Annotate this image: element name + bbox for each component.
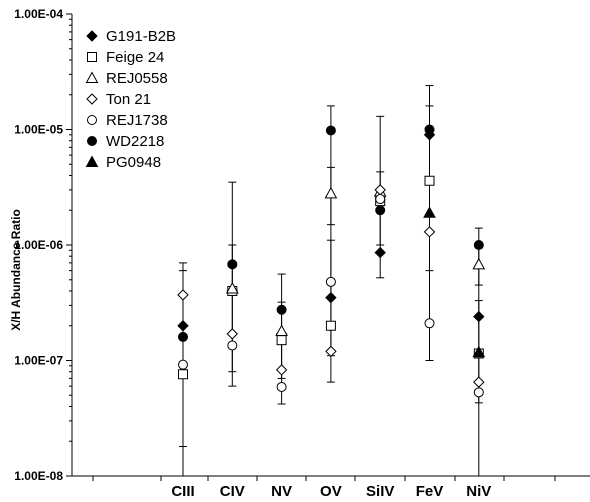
y-tick-label: 1.00E-07 — [14, 354, 63, 368]
data-point-pg0948 — [472, 345, 486, 358]
legend: G191-B2B Feige 24 REJ0558 Ton 21 REJ1738 WD22… — [85, 28, 176, 171]
data-point-rej1738 — [227, 340, 238, 351]
x-category-label: FeV — [416, 483, 444, 500]
data-markers — [177, 124, 486, 398]
data-point-rej0558 — [324, 186, 338, 199]
x-category-label: NV — [271, 483, 292, 500]
y-tick-label: 1.00E-05 — [14, 123, 63, 137]
data-point-rej0558 — [225, 281, 239, 294]
axes: 1.00E-08 1.00E-07 1.00E-06 1.00E-05 1.00E-04… — [14, 7, 590, 500]
data-point-g191-b2b — [473, 310, 485, 323]
y-tick-label: 1.00E-08 — [14, 469, 63, 483]
x-category-label: NiV — [466, 483, 491, 500]
legend-label: PG0948 — [106, 154, 161, 171]
legend-marker — [85, 71, 99, 83]
data-point-ton-21 — [177, 289, 189, 301]
y-tick-label: 1.00E-06 — [14, 238, 63, 252]
data-point-ton-21 — [275, 364, 288, 376]
data-point-wd2218 — [276, 304, 287, 315]
data-point-pg0948 — [423, 206, 436, 218]
data-point-rej1738 — [473, 387, 484, 398]
data-point-ton-21 — [325, 345, 337, 358]
data-point-rej0558 — [275, 324, 288, 337]
data-point-rej1738 — [325, 276, 336, 287]
data-point-wd2218 — [375, 205, 386, 216]
y-tick-label: 1.00E-04 — [14, 7, 63, 21]
x-category-label: SiIV — [366, 483, 394, 500]
legend-label: REJ0558 — [106, 70, 168, 87]
data-point-feige-24 — [325, 320, 336, 331]
data-point-rej1738 — [375, 194, 386, 205]
data-point-rej1738 — [424, 318, 435, 329]
data-point-feige-24 — [276, 335, 287, 346]
data-point-wd2218 — [325, 125, 336, 136]
data-point-ton-21 — [226, 328, 239, 340]
data-point-wd2218 — [227, 259, 238, 270]
data-point-ton-21 — [473, 376, 485, 388]
data-point-g191-b2b — [177, 320, 189, 332]
data-point-rej1738 — [276, 381, 287, 392]
legend-marker — [85, 155, 99, 167]
x-category-label: OV — [320, 483, 342, 500]
data-point-ton-21 — [423, 226, 436, 238]
data-point-wd2218 — [424, 124, 435, 135]
data-point-wd2218 — [178, 331, 188, 342]
legend-label: REJ1738 — [106, 112, 168, 129]
data-point-rej1738 — [178, 359, 188, 370]
data-point-feige-24 — [178, 369, 188, 380]
legend-label: G191-B2B — [106, 28, 176, 45]
legend-marker — [86, 30, 98, 42]
legend-label: WD2218 — [106, 133, 164, 150]
y-axis-title: X/H Abundance Ratio — [9, 209, 23, 331]
legend-marker — [86, 93, 98, 105]
legend-label: Ton 21 — [106, 91, 151, 108]
legend-marker — [87, 136, 97, 146]
data-point-feige-24 — [424, 175, 435, 186]
data-point-rej0558 — [472, 257, 486, 270]
data-point-wd2218 — [473, 240, 484, 250]
legend-label: Feige 24 — [106, 49, 164, 66]
x-category-label: CIV — [220, 483, 245, 500]
legend-marker — [87, 52, 97, 62]
x-category-label: CIII — [171, 483, 194, 500]
data-point-g191-b2b — [374, 246, 386, 259]
data-point-g191-b2b — [325, 291, 337, 304]
legend-marker — [87, 115, 97, 125]
